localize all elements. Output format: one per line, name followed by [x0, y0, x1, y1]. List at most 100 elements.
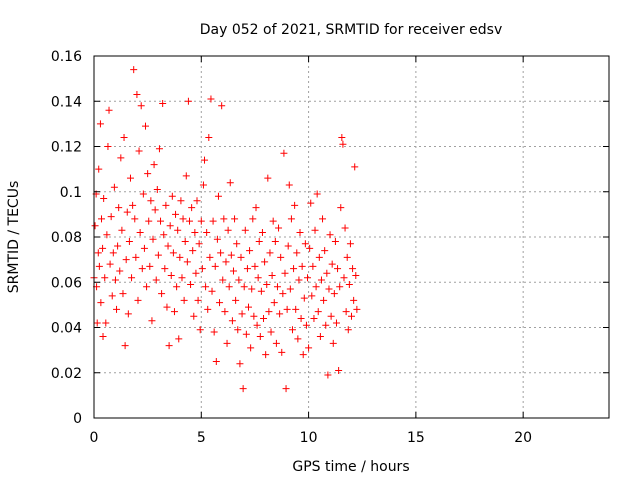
y-tick-label: 0.14	[51, 94, 82, 110]
data-point	[334, 265, 342, 273]
data-point	[304, 274, 312, 282]
data-point	[238, 310, 246, 318]
data-point	[108, 292, 116, 300]
data-point	[290, 265, 298, 273]
data-point	[250, 312, 258, 320]
x-tick-label: 0	[90, 430, 99, 446]
data-point	[192, 269, 200, 277]
data-point	[284, 242, 292, 250]
data-point	[98, 215, 106, 223]
data-point	[162, 201, 170, 209]
data-point	[298, 262, 306, 270]
data-point	[142, 122, 149, 130]
x-tick-label: 10	[300, 430, 318, 446]
data-point	[234, 326, 242, 334]
data-point	[201, 156, 209, 164]
data-point	[296, 228, 304, 236]
data-point	[103, 231, 111, 239]
data-point	[325, 285, 333, 293]
data-point	[182, 172, 190, 180]
data-point	[222, 258, 230, 266]
data-point	[264, 174, 272, 182]
data-point	[180, 296, 188, 304]
data-point	[301, 240, 309, 248]
data-point	[160, 231, 168, 239]
data-point	[339, 140, 347, 148]
data-point	[153, 185, 161, 193]
data-point	[300, 294, 308, 302]
data-point	[181, 238, 189, 246]
y-tick-label: 0	[73, 411, 82, 427]
data-point	[342, 308, 350, 316]
data-point	[139, 190, 147, 198]
data-point	[184, 97, 192, 105]
data-point	[140, 244, 148, 252]
data-point	[102, 319, 110, 327]
data-point	[273, 283, 281, 291]
data-point	[132, 253, 140, 261]
x-tick-label: 15	[407, 430, 425, 446]
data-point	[97, 299, 105, 307]
data-point	[91, 222, 99, 230]
y-tick-label: 0.04	[51, 321, 82, 337]
data-point	[338, 133, 346, 141]
data-point	[295, 276, 303, 284]
data-point	[107, 213, 115, 221]
data-point	[179, 215, 187, 223]
data-point	[233, 240, 241, 248]
data-point	[163, 303, 171, 311]
data-point	[148, 317, 156, 325]
data-point	[307, 199, 315, 207]
data-point	[99, 333, 107, 341]
data-point	[326, 231, 334, 239]
data-point	[128, 274, 136, 282]
data-point	[268, 271, 276, 279]
data-point	[294, 335, 302, 343]
data-point	[165, 342, 173, 350]
data-point	[101, 274, 109, 282]
data-point	[120, 133, 128, 141]
data-point	[217, 249, 225, 257]
data-point	[161, 265, 169, 273]
data-point	[247, 344, 255, 352]
data-point	[145, 217, 153, 225]
data-point	[256, 333, 264, 341]
data-point	[109, 249, 117, 257]
data-point	[185, 217, 193, 225]
data-point	[177, 197, 185, 205]
data-points	[90, 66, 361, 393]
data-point	[280, 149, 288, 157]
data-point	[194, 296, 202, 304]
data-point	[270, 299, 278, 307]
y-tick-label: 0.02	[51, 366, 82, 382]
data-point	[111, 276, 119, 284]
data-point	[320, 296, 328, 304]
data-point	[143, 283, 151, 291]
data-point	[237, 253, 245, 261]
y-tick-label: 0.16	[51, 49, 82, 65]
data-point	[130, 66, 138, 74]
data-point	[352, 271, 360, 279]
data-point	[257, 287, 265, 295]
data-point	[193, 197, 201, 205]
data-point	[224, 226, 232, 234]
y-tick-label: 0.06	[51, 275, 82, 291]
data-point	[343, 253, 351, 261]
data-point	[121, 342, 129, 350]
data-point	[252, 204, 260, 212]
data-point	[243, 265, 251, 273]
data-point	[168, 192, 176, 200]
data-point	[117, 154, 125, 162]
data-point	[116, 267, 124, 275]
data-point	[321, 247, 329, 255]
data-point	[95, 262, 103, 270]
data-point	[187, 281, 195, 289]
data-point	[227, 251, 235, 259]
data-point	[104, 143, 112, 150]
data-point	[265, 308, 273, 316]
data-point	[129, 201, 137, 209]
data-point	[137, 102, 145, 110]
data-point	[211, 262, 219, 270]
data-point	[183, 258, 191, 266]
data-point	[144, 170, 152, 178]
